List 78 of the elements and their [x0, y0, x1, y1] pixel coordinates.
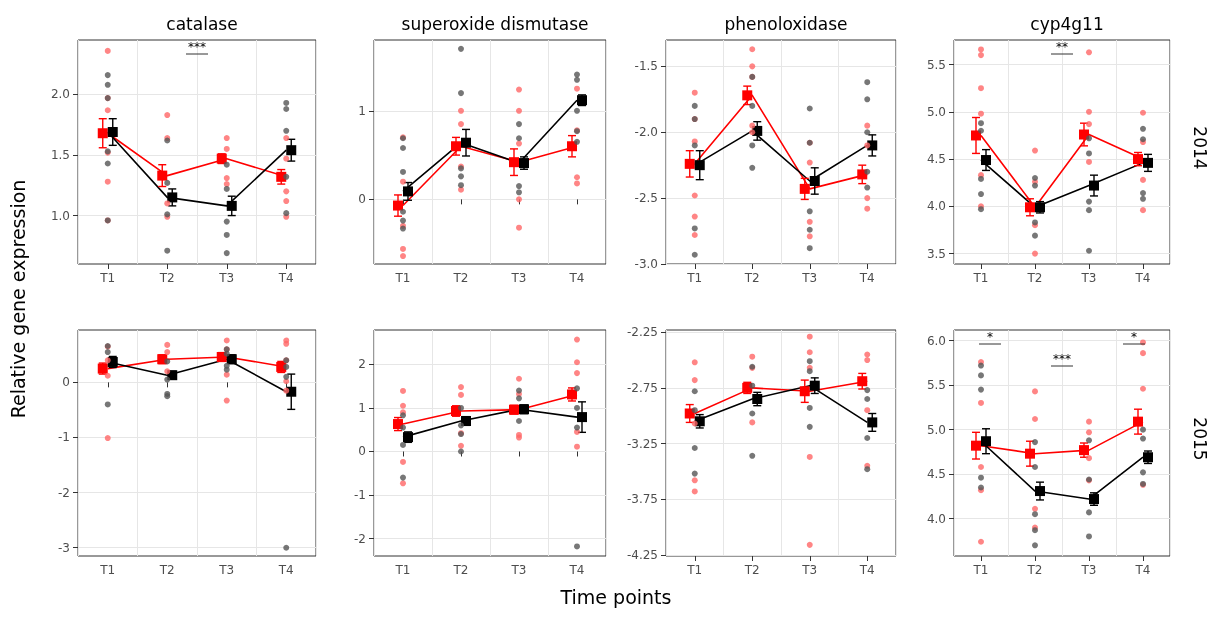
x-tick-label: T3: [801, 563, 818, 577]
x-tick-label: T4: [858, 271, 875, 285]
x-tick-label: T3: [1080, 271, 1097, 285]
y-tick-label: 1: [358, 400, 366, 415]
x-tick-label: T1: [394, 271, 411, 285]
y-tick-label: 0: [62, 375, 70, 390]
y-tick-label: -1: [354, 488, 366, 503]
y-tick-label: -2.75: [626, 380, 658, 395]
y-tick-label: 5.0: [926, 422, 946, 437]
x-tick-label: T1: [972, 271, 989, 285]
annotation: ***: [1053, 352, 1071, 366]
y-tick-label: 2: [358, 357, 366, 372]
x-tick-label: T4: [858, 563, 875, 577]
y-tick-label: -3.25: [626, 436, 658, 451]
chart-title: catalase: [166, 13, 238, 34]
y-tick-label: -3.75: [626, 492, 658, 507]
annotation: *: [1131, 330, 1137, 344]
x-tick-label: T3: [801, 271, 818, 285]
y-axis-title: Relative gene expression: [7, 179, 29, 419]
y2-axis-title: 2014: [1189, 126, 1210, 170]
x-tick-label: T2: [1026, 271, 1043, 285]
x-tick-label: T4: [1134, 271, 1151, 285]
chart-title: phenoloxidase: [724, 13, 848, 34]
y-tick-label: 1.0: [50, 208, 70, 223]
x-tick-label: T2: [743, 271, 760, 285]
y-tick-label: -2.5: [634, 191, 658, 206]
annotation: *: [987, 330, 993, 344]
x-tick-label: T2: [743, 563, 760, 577]
y-tick-label: -3: [58, 540, 70, 555]
y-tick-label: 5.5: [926, 57, 946, 72]
y-tick-label: 0: [358, 192, 366, 207]
y-tick-label: 0: [358, 444, 366, 459]
y-tick-label: 1: [358, 103, 366, 118]
x-tick-label: T1: [99, 563, 116, 577]
chart-title: cyp4g11: [1030, 13, 1104, 34]
y-tick-label: 5.5: [926, 378, 946, 393]
y-tick-label: -4.25: [626, 547, 658, 562]
x-tick-label: T2: [158, 563, 175, 577]
y-tick-label: -3.0: [634, 257, 658, 271]
x-tick-label: T2: [452, 563, 469, 577]
y-tick-label: 4.5: [926, 152, 946, 167]
x-tick-label: T4: [568, 563, 585, 577]
y-tick-label: 4.0: [926, 199, 946, 214]
y-tick-label: 3.5: [926, 246, 946, 261]
x-tick-label: T1: [972, 563, 989, 577]
chart-title: superoxide dismutase: [401, 13, 589, 34]
y-tick-label: 1.5: [50, 148, 70, 163]
y-tick-label: -1.5: [634, 59, 658, 74]
y-tick-label: 4.0: [926, 511, 946, 526]
y-tick-label: 2.0: [50, 87, 70, 102]
x-tick-label: T2: [452, 271, 469, 285]
y-tick-label: -2: [58, 485, 70, 500]
x-tick-label: T4: [277, 271, 294, 285]
x-tick-label: T1: [394, 563, 411, 577]
y-tick-label: 5.0: [926, 104, 946, 119]
x-tick-label: T1: [686, 271, 703, 285]
annotation: **: [1056, 40, 1068, 54]
y-tick-label: -2.25: [626, 325, 658, 340]
x-tick-label: T3: [510, 563, 527, 577]
y-tick-label: -2.0: [634, 125, 658, 140]
x-tick-label: T1: [99, 271, 116, 285]
x-tick-label: T4: [1134, 563, 1151, 577]
x-axis-title: Time points: [559, 586, 673, 608]
x-tick-label: T2: [1026, 563, 1043, 577]
x-tick-label: T4: [568, 271, 585, 285]
x-tick-label: T3: [218, 271, 235, 285]
y2-axis-title: 2015: [1189, 417, 1210, 461]
x-tick-label: T1: [686, 563, 703, 577]
x-tick-label: T3: [510, 271, 527, 285]
annotation: ***: [188, 40, 206, 54]
x-tick-label: T3: [1080, 563, 1097, 577]
x-tick-label: T2: [158, 271, 175, 285]
x-tick-label: T4: [277, 563, 294, 577]
y-tick-label: 6.0: [926, 333, 946, 348]
x-tick-label: T3: [218, 563, 235, 577]
y-tick-label: 4.5: [926, 467, 946, 482]
y-tick-label: -1: [58, 430, 70, 445]
y-tick-label: -2: [354, 531, 366, 546]
